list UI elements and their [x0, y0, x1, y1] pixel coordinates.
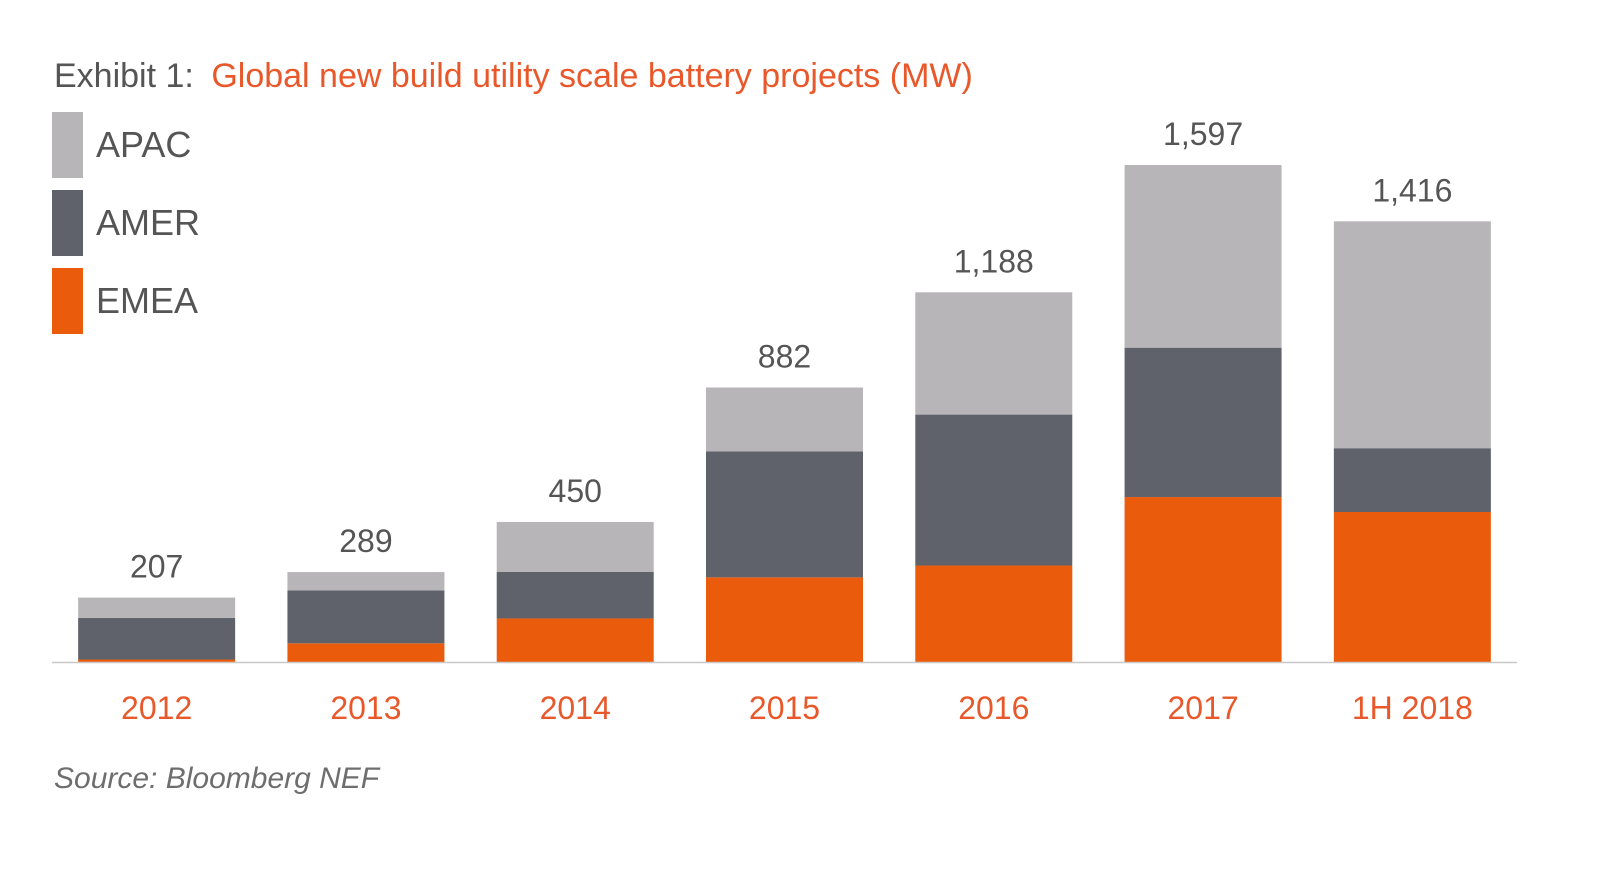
total-label-2012: 207 [130, 549, 183, 585]
bar-amer-2016 [915, 414, 1073, 566]
bar-apac-2013 [287, 572, 445, 591]
bar-apac-1h-2018 [1333, 221, 1491, 449]
total-label-1h-2018: 1,416 [1372, 172, 1452, 208]
bar-emea-2015 [706, 577, 863, 662]
bar-apac-2012 [78, 597, 236, 618]
total-label-2013: 289 [339, 523, 392, 559]
bar-amer-1h-2018 [1333, 448, 1491, 512]
chart-title: Exhibit 1: Global new build utility scal… [54, 57, 973, 95]
bar-emea-2014 [496, 618, 654, 662]
bar-amer-2017 [1124, 347, 1282, 498]
bar-apac-2015 [706, 387, 863, 452]
bars [78, 165, 1491, 662]
x-tick-label-2015: 2015 [749, 690, 820, 726]
total-label-2016: 1,188 [954, 243, 1034, 279]
bar-emea-2013 [287, 643, 445, 662]
bar-emea-1h-2018 [1333, 511, 1491, 662]
x-tick-label-2012: 2012 [121, 690, 192, 726]
x-axis-tick-labels: 2012 2013 2014 2015 2016 2017 1H 2018 [121, 690, 1473, 726]
x-tick-label-2016: 2016 [958, 690, 1029, 726]
legend-label-apac: APAC [96, 124, 191, 165]
total-label-2015: 882 [758, 339, 811, 375]
bar-amer-2013 [287, 590, 445, 644]
chart-title-text: Global new build utility scale battery p… [211, 57, 973, 95]
legend-swatch-apac [52, 112, 83, 178]
bar-amer-2014 [496, 571, 654, 619]
x-tick-label-2013: 2013 [330, 690, 401, 726]
bar-amer-2015 [706, 451, 863, 578]
total-labels: 207 289 450 882 1,188 1,597 1,416 [130, 116, 1452, 585]
bar-apac-2016 [915, 292, 1073, 415]
total-label-2017: 1,597 [1163, 116, 1243, 152]
bar-amer-2012 [78, 617, 236, 660]
bar-emea-2017 [1124, 497, 1282, 662]
bar-emea-2016 [915, 565, 1073, 662]
source-note: Source: Bloomberg NEF [54, 762, 381, 795]
x-tick-label-1h-2018: 1H 2018 [1352, 690, 1473, 726]
total-label-2014: 450 [549, 473, 602, 509]
x-tick-label-2014: 2014 [540, 690, 611, 726]
bar-apac-2017 [1124, 165, 1282, 348]
legend-label-emea: EMEA [96, 280, 198, 321]
legend: APAC AMER EMEA [52, 112, 200, 334]
chart-title-prefix: Exhibit 1: [54, 57, 194, 95]
bar-emea-2012 [78, 659, 236, 662]
bar-apac-2014 [496, 521, 654, 572]
legend-swatch-emea [52, 268, 83, 334]
legend-label-amer: AMER [96, 202, 200, 243]
legend-swatch-amer [52, 190, 83, 256]
x-tick-label-2017: 2017 [1167, 690, 1238, 726]
